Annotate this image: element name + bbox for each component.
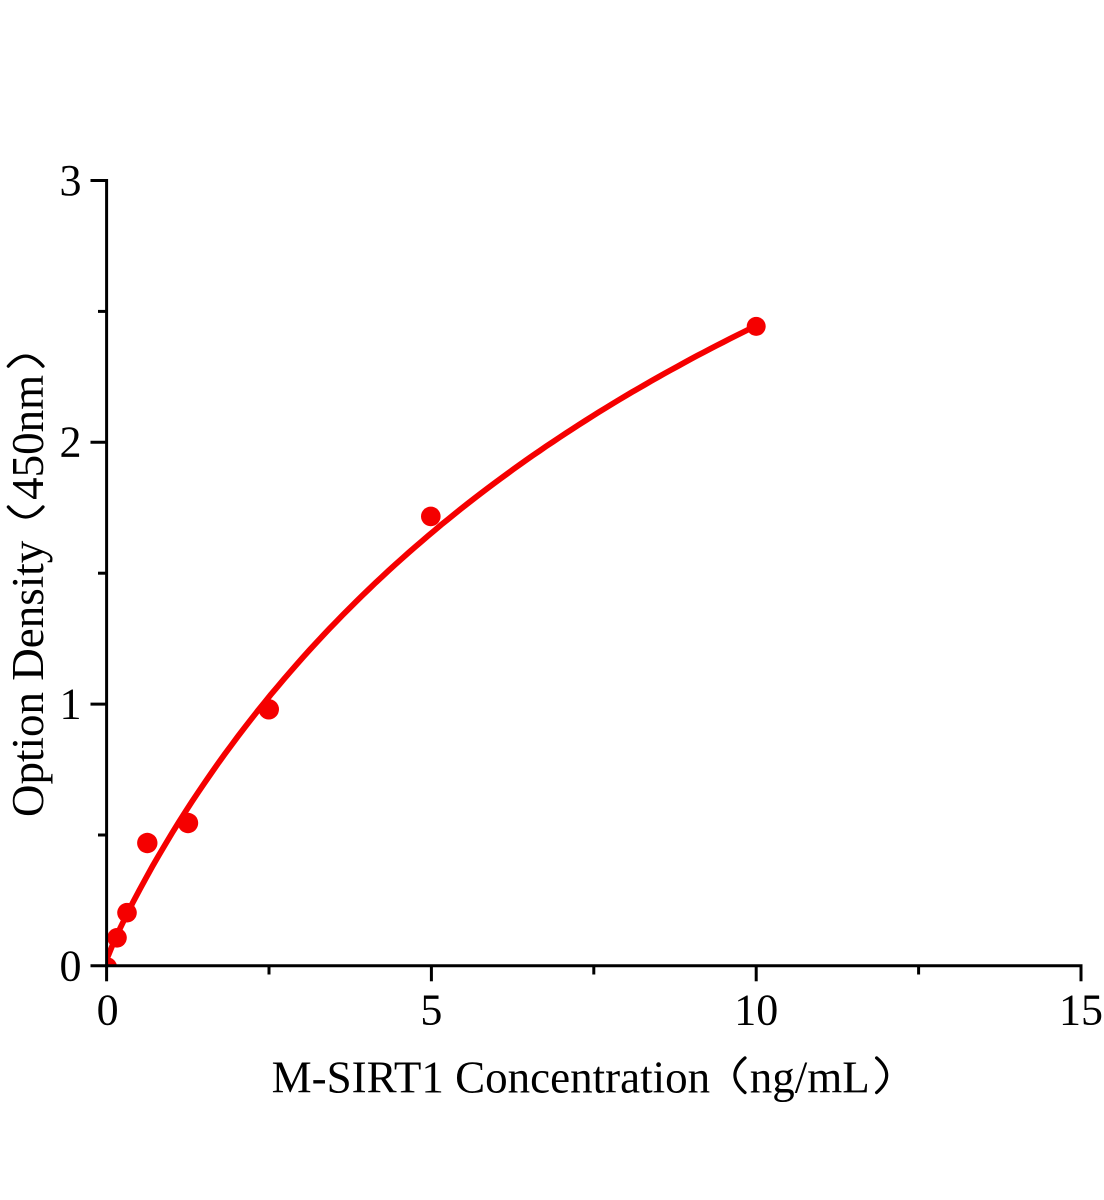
svg-text:10: 10 [734,986,778,1035]
svg-text:0: 0 [60,941,82,990]
svg-text:Option Density: Option Density [3,540,53,817]
svg-text:450nm: 450nm [3,375,53,500]
svg-text:15: 15 [1059,986,1103,1035]
svg-text:1: 1 [60,679,82,728]
svg-text:M-SIRT1 Concentration: M-SIRT1 Concentration [272,1053,710,1103]
svg-text:ng/mL: ng/mL [750,1053,870,1103]
svg-text:0: 0 [97,986,119,1035]
svg-text:5: 5 [420,986,442,1035]
svg-text:2: 2 [60,418,82,467]
svg-text:3: 3 [60,156,82,205]
